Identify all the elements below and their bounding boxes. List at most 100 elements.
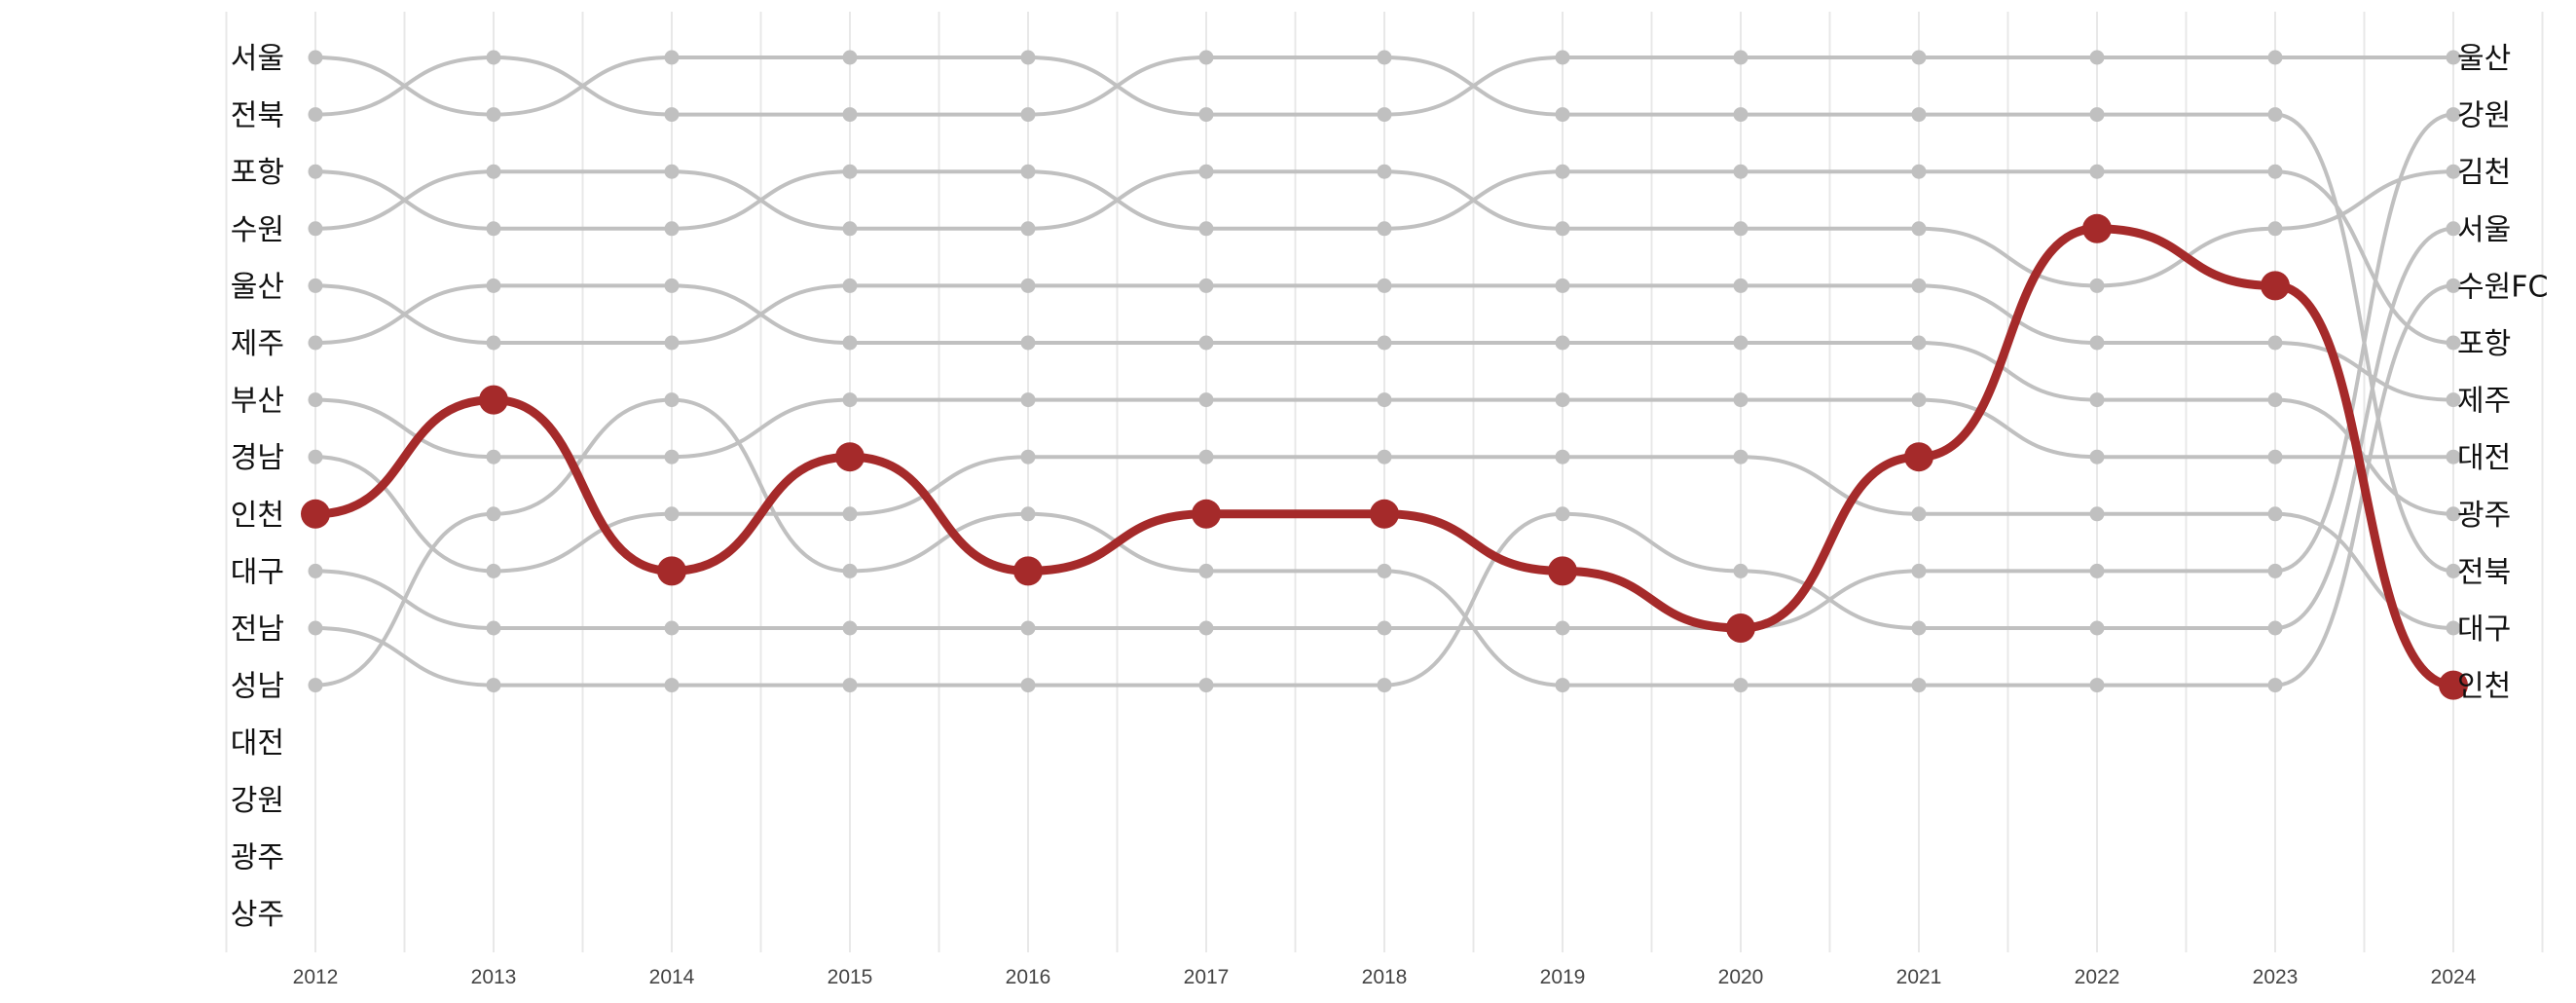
series-point — [1198, 50, 1214, 65]
right-team-label: 인천 — [2457, 670, 2511, 704]
series-point — [1733, 50, 1748, 65]
x-tick-label: 2015 — [828, 966, 873, 988]
series-point — [1020, 221, 1036, 237]
series-point — [1377, 335, 1392, 351]
highlight-point — [1013, 556, 1043, 586]
series-point — [308, 563, 323, 578]
series-point — [1911, 620, 1927, 636]
series-point — [2446, 506, 2461, 522]
series-point — [2446, 164, 2461, 179]
series-point — [486, 449, 501, 464]
team-labels: 서울전북포항수원울산제주부산경남인천대구전남성남대전강원광주상주울산강원김천서울… — [231, 42, 2549, 932]
right-team-label: 서울 — [2457, 213, 2511, 247]
series-point — [2267, 620, 2283, 636]
series-point — [1198, 164, 1214, 179]
series-point — [1198, 221, 1214, 237]
left-team-label: 서울 — [231, 42, 284, 76]
series-point — [1377, 449, 1392, 464]
series-point — [842, 620, 858, 636]
series-point — [1198, 620, 1214, 636]
series-point — [664, 678, 680, 693]
series-point — [1377, 164, 1392, 179]
series-point — [664, 620, 680, 636]
left-team-label: 전남 — [231, 613, 284, 647]
series-point — [308, 278, 323, 293]
series-point — [1020, 678, 1036, 693]
series-point — [664, 335, 680, 351]
x-tick-label: 2012 — [293, 966, 339, 988]
series-point — [1555, 164, 1570, 179]
series-point — [1555, 221, 1570, 237]
series-point — [2089, 278, 2105, 293]
highlight-point — [301, 499, 330, 529]
series-point — [1733, 107, 1748, 123]
series-point — [308, 392, 323, 408]
series-point — [2267, 392, 2283, 408]
series-point — [1198, 678, 1214, 693]
x-axis-ticks: 2012 2013 2014 2015 2016 2017 2018 2019 2020 2021… — [293, 966, 2477, 988]
right-team-label: 전북 — [2457, 555, 2511, 589]
series-point — [1377, 107, 1392, 123]
series-point — [664, 506, 680, 522]
highlight-point — [2261, 271, 2290, 301]
series-point — [2446, 278, 2461, 293]
series-point — [308, 678, 323, 693]
series-point — [1555, 678, 1570, 693]
series-point — [308, 335, 323, 351]
right-team-label: 포항 — [2457, 327, 2511, 361]
series-point — [2267, 506, 2283, 522]
background-series-points — [308, 50, 2461, 693]
series-point — [1911, 50, 1927, 65]
series-point — [842, 335, 858, 351]
series-point — [842, 107, 858, 123]
right-team-label: 강원 — [2457, 99, 2511, 133]
highlight-point — [2439, 670, 2468, 700]
highlight-point — [657, 556, 686, 586]
series-point — [1020, 392, 1036, 408]
series-point — [2089, 164, 2105, 179]
series-point — [308, 221, 323, 237]
series-point — [1733, 563, 1748, 578]
series-point — [1911, 335, 1927, 351]
left-team-label: 전북 — [231, 99, 284, 133]
series-point — [1555, 335, 1570, 351]
series-point — [1198, 278, 1214, 293]
series-point — [1020, 164, 1036, 179]
x-tick-label: 2022 — [2075, 966, 2120, 988]
series-point — [2446, 50, 2461, 65]
highlight-point — [2082, 213, 2112, 243]
series-point — [1555, 449, 1570, 464]
series-point — [664, 221, 680, 237]
right-team-label: 광주 — [2457, 499, 2511, 533]
series-point — [2089, 506, 2105, 522]
series-point — [2446, 620, 2461, 636]
series-point — [842, 278, 858, 293]
series-point — [486, 278, 501, 293]
x-tick-label: 2023 — [2253, 966, 2299, 988]
series-point — [1733, 278, 1748, 293]
series-point — [486, 50, 501, 65]
highlight-point — [1726, 613, 1755, 643]
series-line — [314, 226, 2454, 687]
series-point — [486, 506, 501, 522]
series-point — [842, 50, 858, 65]
series-point — [1733, 392, 1748, 408]
series-point — [1198, 392, 1214, 408]
series-point — [2267, 221, 2283, 237]
x-tick-label: 2016 — [1006, 966, 1051, 988]
highlight-point — [479, 385, 508, 415]
series-point — [1377, 563, 1392, 578]
series-point — [486, 620, 501, 636]
highlight-point — [1370, 499, 1399, 529]
series-point — [1555, 392, 1570, 408]
series-point — [1555, 107, 1570, 123]
series-point — [664, 449, 680, 464]
x-tick-label: 2021 — [1896, 966, 1942, 988]
series-point — [2267, 678, 2283, 693]
left-team-label: 성남 — [231, 670, 284, 704]
series-point — [2446, 449, 2461, 464]
left-team-label: 울산 — [231, 270, 284, 304]
series-point — [2446, 392, 2461, 408]
series-point — [1020, 506, 1036, 522]
series-line — [314, 283, 2454, 687]
